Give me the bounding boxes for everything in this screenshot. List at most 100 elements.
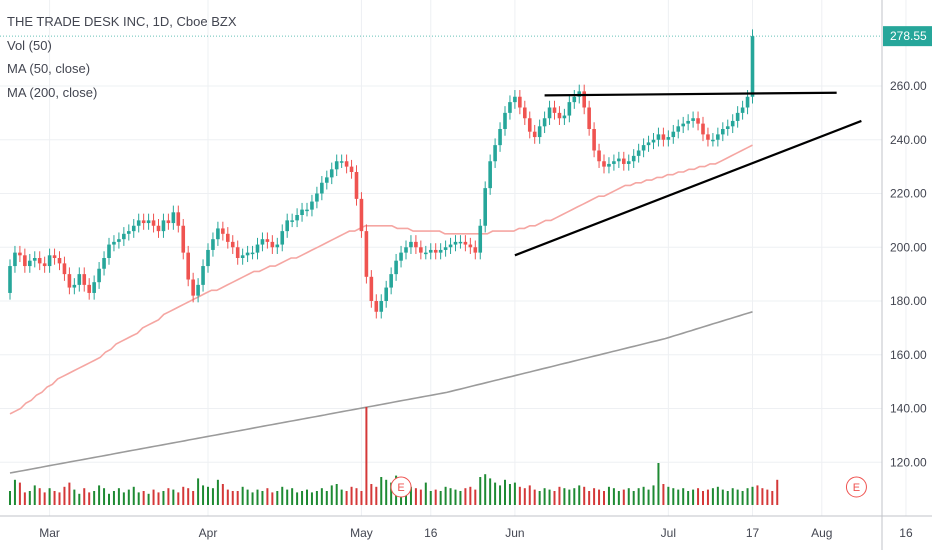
candle	[136, 213, 141, 233]
candle	[62, 256, 67, 281]
candle	[631, 149, 636, 168]
candle	[67, 267, 72, 295]
candle	[458, 235, 463, 249]
candle	[443, 240, 448, 257]
volume-bar	[702, 491, 704, 505]
candle	[250, 245, 255, 260]
volume-bar	[93, 491, 96, 505]
volume-bar	[716, 486, 719, 505]
candle-body	[112, 241, 116, 245]
candle-body	[176, 212, 181, 226]
candle	[325, 170, 329, 190]
candle-body	[473, 247, 478, 253]
candle	[711, 133, 715, 147]
candle	[721, 122, 725, 142]
volume-bar	[459, 491, 462, 505]
legend-ma50: MA (50, close)	[7, 61, 91, 76]
candle-body	[325, 177, 329, 183]
candle	[537, 119, 542, 144]
candle	[547, 100, 552, 125]
candle	[87, 278, 91, 300]
candle-body	[508, 102, 512, 113]
candle-body	[612, 161, 616, 164]
volume-bar	[73, 489, 76, 505]
volume-bar	[474, 489, 477, 505]
volume-bar	[741, 491, 744, 505]
volume-bar	[687, 491, 690, 505]
candle	[186, 245, 190, 287]
candle	[478, 219, 483, 260]
x-tick-label: May	[350, 526, 373, 540]
volume-bar	[721, 489, 724, 505]
x-tick-label: Mar	[39, 526, 60, 540]
volume-bar	[424, 482, 427, 505]
candle	[285, 213, 289, 238]
candle	[498, 122, 502, 152]
candle-body	[305, 209, 309, 212]
volume-bar	[672, 488, 675, 505]
candle-body	[245, 252, 250, 256]
volume-bar	[291, 488, 294, 505]
candle	[329, 162, 334, 185]
candle	[334, 154, 339, 177]
volume-bar	[603, 491, 605, 505]
candle-body	[255, 244, 260, 253]
volume-bar	[598, 489, 601, 505]
volume-bar	[375, 486, 378, 505]
volume-bar	[494, 482, 497, 505]
candle-body	[592, 129, 596, 151]
volume-bar	[548, 489, 551, 505]
candle-body	[641, 145, 646, 151]
candle	[399, 245, 403, 268]
earnings-marker: E	[845, 476, 867, 498]
candle-body	[141, 220, 146, 224]
earnings-label: E	[397, 482, 404, 494]
candle	[191, 272, 195, 303]
candle	[716, 127, 720, 147]
y-tick-label: 200.00	[890, 240, 927, 254]
volume-bar	[484, 474, 487, 505]
candle	[666, 130, 671, 147]
volume-bar	[211, 488, 214, 505]
candle-body	[166, 220, 171, 224]
x-tick-label: Apr	[199, 526, 218, 540]
volume-bar	[429, 491, 432, 505]
candle	[359, 192, 364, 238]
candle-body	[706, 134, 710, 140]
volume-bar	[419, 489, 422, 505]
candle	[384, 280, 388, 308]
y-tick-label: 160.00	[890, 348, 927, 362]
candle-body	[52, 255, 57, 258]
candle	[151, 213, 156, 233]
candle-body	[379, 301, 384, 312]
volume-bar	[662, 484, 665, 505]
ma50-series	[9, 144, 753, 415]
volume-bar	[182, 486, 185, 505]
volume-bar	[132, 486, 135, 505]
candle-body	[260, 239, 265, 245]
earnings-label: E	[853, 482, 860, 494]
candle	[245, 245, 250, 263]
candle-body	[32, 258, 37, 261]
volume-bar	[216, 479, 219, 505]
volume-bar	[736, 489, 739, 505]
candle	[122, 227, 126, 246]
candle-body	[424, 252, 428, 255]
volume-bar	[122, 492, 125, 505]
candle-body	[72, 284, 77, 288]
candle	[305, 202, 309, 217]
candle	[77, 267, 82, 292]
candle-body	[691, 118, 695, 121]
candle	[28, 253, 32, 273]
candle-body	[478, 225, 483, 253]
candle-body	[349, 166, 354, 172]
candle-body	[433, 249, 438, 253]
candle	[508, 95, 512, 120]
volume-bar	[385, 479, 388, 505]
x-tick-label: 16	[899, 526, 913, 540]
candle-body	[156, 225, 161, 232]
candle-body	[671, 131, 676, 138]
candle	[280, 224, 285, 252]
volume-bar	[538, 491, 541, 505]
